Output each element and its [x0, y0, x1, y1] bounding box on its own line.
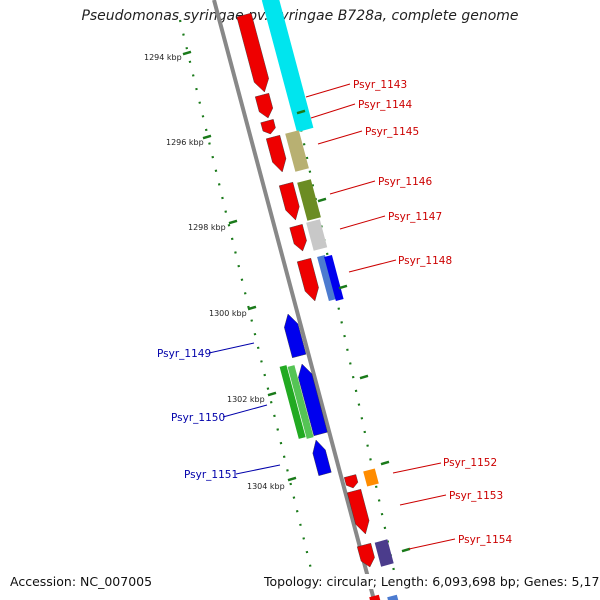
gene-arrow-Psyr_1146: [278, 181, 300, 221]
gene-label-Psyr_1154: Psyr_1154: [458, 534, 512, 546]
cog-bar-cyan: [261, 0, 314, 133]
gene-arrow-Psyr_1148: [296, 257, 319, 302]
gene-label-Psyr_1144: Psyr_1144: [358, 99, 412, 111]
cog-bar-gray: [306, 219, 328, 251]
tick-layer: 1294 kbp 1296 kbp 1298 kbp 1300 kbp 1302 kbp…: [144, 50, 411, 553]
gene-label-leader: [399, 494, 447, 506]
genome-backbone: [212, 0, 376, 600]
gene-arrow-Psyr_1151: [312, 439, 332, 476]
gene-label-leader: [408, 538, 456, 550]
gene-label-leader: [348, 259, 397, 273]
tick-mark: [247, 305, 257, 311]
gene-arrow-Psyr_1145: [265, 134, 287, 173]
gene-arrow-Psyr_1145a: [260, 119, 276, 135]
tick-label: 1304 kbp: [247, 482, 285, 491]
gene-label-leader: [305, 83, 351, 98]
gene-arrow-Psyr_1147: [289, 224, 307, 252]
gene-arrow-Psyr_1149: [284, 313, 307, 359]
cog-bar-green-a: [279, 365, 306, 439]
tick-mark: [228, 219, 238, 225]
gene-arrow-Psyr_1143: [236, 12, 269, 93]
gene-label-Psyr_1145: Psyr_1145: [365, 126, 419, 138]
cog-bar-red-edge: [369, 594, 381, 600]
cog-bar-steel: [317, 255, 337, 301]
tick-label: 1294 kbp: [144, 53, 182, 62]
gene-label-Psyr_1150: Psyr_1150: [171, 412, 225, 424]
gene-label-layer: Psyr_1143 Psyr_1144 Psyr_1145 Psyr_1146 Psyr…: [157, 79, 512, 550]
gene-label-Psyr_1149: Psyr_1149: [157, 348, 211, 360]
cog-bar-blue: [324, 255, 344, 301]
tick-mark: [401, 547, 411, 553]
tick-mark: [317, 197, 327, 203]
genome-stats-text: Topology: circular; Length: 6,093,698 bp…: [262, 574, 600, 589]
gene-arrow-Psyr_1150: [298, 363, 328, 437]
gene-label-Psyr_1143: Psyr_1143: [353, 79, 407, 91]
gene-label-leader: [392, 462, 442, 474]
gene-label-leader: [317, 130, 363, 145]
gene-arrow-Psyr_1153: [346, 488, 370, 535]
gene-label-Psyr_1151: Psyr_1151: [184, 469, 238, 481]
cog-bar-green-b: [287, 365, 314, 439]
cog-bar-khaki: [285, 130, 309, 172]
gene-label-Psyr_1148: Psyr_1148: [398, 255, 452, 267]
tick-mark: [202, 134, 212, 140]
tick-mark: [380, 460, 390, 466]
feature-layer: [236, 0, 399, 600]
map-title: Pseudomonas syringae pv. syringae B728a,…: [81, 8, 519, 24]
tick-label: 1298 kbp: [188, 223, 226, 232]
gene-label-leader: [329, 180, 376, 195]
tick-mark: [267, 391, 277, 397]
gene-label-Psyr_1153: Psyr_1153: [449, 490, 503, 502]
gene-label-leader: [222, 404, 268, 418]
tick-label: 1300 kbp: [209, 309, 247, 318]
tick-mark: [287, 476, 297, 482]
gene-label-Psyr_1146: Psyr_1146: [378, 176, 432, 188]
tick-mark: [359, 374, 369, 380]
gene-label-leader: [339, 215, 386, 230]
cog-bar-olive: [297, 179, 321, 221]
gene-arrow-Psyr_1154: [356, 542, 375, 568]
gene-arrow-Psyr_1144: [254, 92, 274, 119]
cog-bar-orange: [363, 468, 379, 487]
gene-label-leader: [208, 342, 255, 354]
gene-label-leader: [310, 103, 356, 119]
gene-label-Psyr_1147: Psyr_1147: [388, 211, 442, 223]
cog-bar-slate: [374, 539, 394, 567]
accession-text: Accession: NC_007005: [8, 574, 155, 589]
cog-bar-steel-edge: [387, 594, 399, 600]
gene-label-leader: [235, 464, 281, 475]
tick-label: 1302 kbp: [227, 395, 265, 404]
tick-mark: [338, 284, 348, 290]
gene-arrow-Psyr_1152: [343, 474, 359, 489]
tick-label: 1296 kbp: [166, 138, 204, 147]
tick-mark: [182, 50, 192, 56]
backbone-layer: [212, 0, 376, 600]
gene-label-Psyr_1152: Psyr_1152: [443, 457, 497, 469]
tick-mark: [296, 109, 306, 115]
